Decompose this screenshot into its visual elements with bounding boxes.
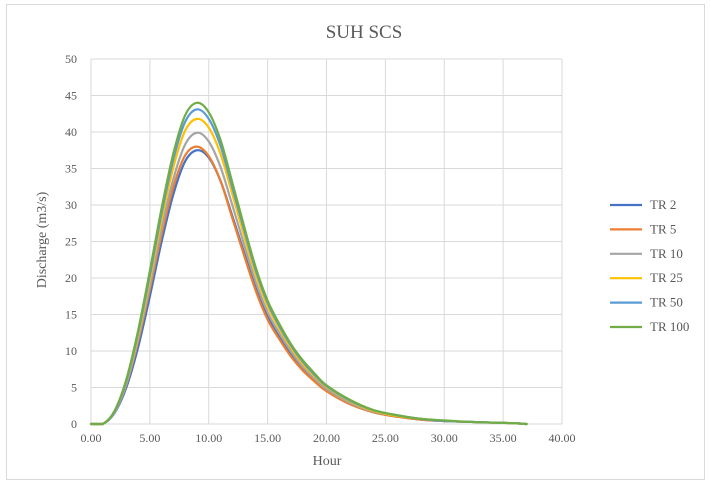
legend-entry: TR 5	[650, 221, 676, 236]
y-tick-label: 15	[65, 308, 77, 322]
y-tick-label: 45	[65, 89, 77, 103]
x-tick-label: 10.00	[195, 431, 222, 445]
legend-entry: TR 25	[650, 270, 683, 285]
y-tick-label: 10	[65, 344, 77, 358]
y-tick-label: 50	[65, 52, 77, 66]
legend-entry: TR 100	[650, 319, 689, 334]
y-tick-label: 25	[65, 235, 77, 249]
y-tick-label: 5	[71, 381, 77, 395]
x-tick-label: 0.00	[81, 431, 102, 445]
y-tick-label: 35	[65, 162, 77, 176]
y-tick-labels: 0 5 10 15 20 25 30 35 40 45 50	[65, 52, 77, 431]
y-tick-label: 0	[71, 417, 77, 431]
y-axis-label: Discharge (m3/s)	[35, 191, 50, 288]
x-tick-label: 35.00	[490, 431, 517, 445]
x-tick-label: 15.00	[254, 431, 281, 445]
x-tick-label: 30.00	[431, 431, 458, 445]
legend-entry: TR 10	[650, 246, 683, 261]
series-line-tr-5	[89, 145, 528, 426]
series-line-tr-2	[89, 149, 528, 426]
y-tick-label: 20	[65, 271, 77, 285]
y-tick-label: 40	[65, 125, 77, 139]
y-tick-label: 30	[65, 198, 77, 212]
x-tick-label: 20.00	[313, 431, 340, 445]
legend-entry: TR 50	[650, 295, 683, 310]
x-tick-labels: 0.00 5.00 10.00 15.00 20.00 25.00 30.00 35.00 40…	[81, 431, 576, 445]
series-line-tr-25	[89, 117, 528, 426]
x-tick-label: 40.00	[549, 431, 576, 445]
series-line-tr-100	[89, 101, 528, 426]
x-tick-label: 5.00	[139, 431, 160, 445]
x-tick-label: 25.00	[372, 431, 399, 445]
x-axis-label: Hour	[313, 454, 342, 469]
chart-title: SUH SCS	[326, 22, 403, 43]
series-lines	[89, 101, 528, 426]
legend-entry: TR 2	[650, 197, 676, 212]
legend: TR 2 TR 5 TR 10 TR 25 TR 50 TR 100	[610, 197, 689, 334]
